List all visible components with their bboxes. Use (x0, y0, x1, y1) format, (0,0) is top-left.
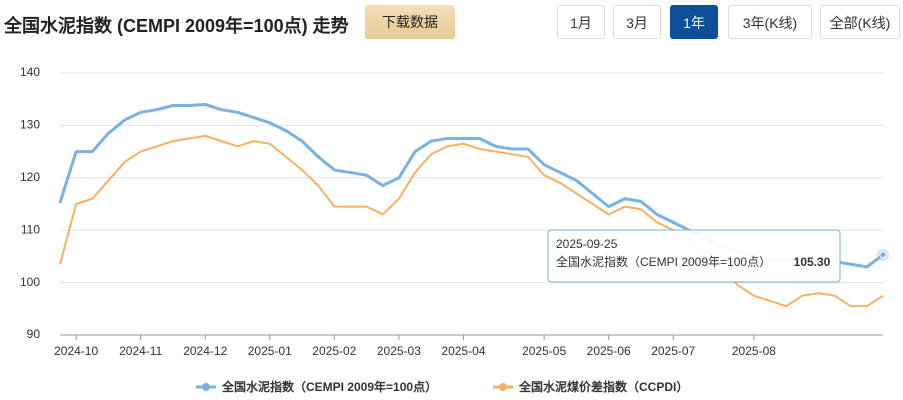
legend-label: 全国水泥指数（CEMPI 2009年=100点） (221, 379, 437, 394)
x-tick-label: 2025-06 (587, 344, 631, 358)
x-tick-label: 2025-01 (248, 344, 292, 358)
x-tick-label: 2024-12 (183, 344, 227, 358)
x-tick-label: 2025-08 (732, 344, 776, 358)
tooltip-date: 2025-09-25 (556, 237, 618, 251)
range-button[interactable]: 3月 (613, 5, 661, 39)
x-tick-label: 2025-03 (377, 344, 421, 358)
x-tick-label: 2025-05 (522, 344, 566, 358)
chart-title: 全国水泥指数 (CEMPI 2009年=100点) 走势 (4, 16, 349, 36)
tooltip: 2025-09-25 全国水泥指数（CEMPI 2009年=100点） 105.30 (547, 229, 841, 283)
range-button[interactable]: 1年 (670, 5, 718, 39)
y-tick-label: 120 (20, 170, 40, 184)
legend-swatch-dot (499, 383, 507, 391)
legend-label: 全国水泥煤价差指数（CCPDI） (518, 379, 688, 394)
x-tick-label: 2024-10 (54, 344, 98, 358)
y-tick-label: 130 (20, 118, 40, 132)
x-tick-label: 2025-02 (312, 344, 356, 358)
legend-swatch-dot (202, 383, 210, 391)
range-button[interactable]: 3年(K线) (728, 5, 812, 39)
x-tick-label: 2024-11 (119, 344, 162, 358)
hover-point-core (879, 251, 887, 259)
y-tick-label: 90 (27, 327, 41, 341)
range-button[interactable]: 1月 (557, 5, 605, 39)
y-tick-label: 140 (20, 65, 40, 79)
tooltip-value: 105.30 (794, 255, 831, 269)
y-tick-label: 110 (21, 222, 40, 236)
line-series (59, 134, 884, 308)
x-tick-label: 2025-04 (441, 344, 485, 358)
tooltip-label: 全国水泥指数（CEMPI 2009年=100点） (556, 254, 771, 269)
range-button[interactable]: 全部(K线) (820, 5, 900, 39)
y-tick-label: 100 (20, 275, 40, 289)
x-tick-label: 2025-07 (651, 344, 695, 358)
tooltip-box (547, 229, 841, 283)
download-button[interactable]: 下载数据 (365, 5, 455, 39)
